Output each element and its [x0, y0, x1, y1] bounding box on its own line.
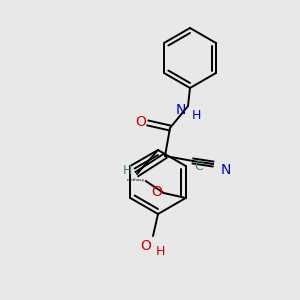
Text: H: H: [122, 164, 132, 177]
Text: O: O: [151, 184, 162, 199]
Text: N: N: [176, 103, 186, 116]
Text: H: H: [191, 109, 201, 122]
Text: O: O: [141, 238, 152, 253]
Text: N: N: [221, 163, 231, 176]
Text: H: H: [155, 245, 165, 258]
Text: methoxy: methoxy: [127, 178, 145, 182]
Text: O: O: [136, 115, 146, 128]
Text: C: C: [195, 160, 203, 173]
